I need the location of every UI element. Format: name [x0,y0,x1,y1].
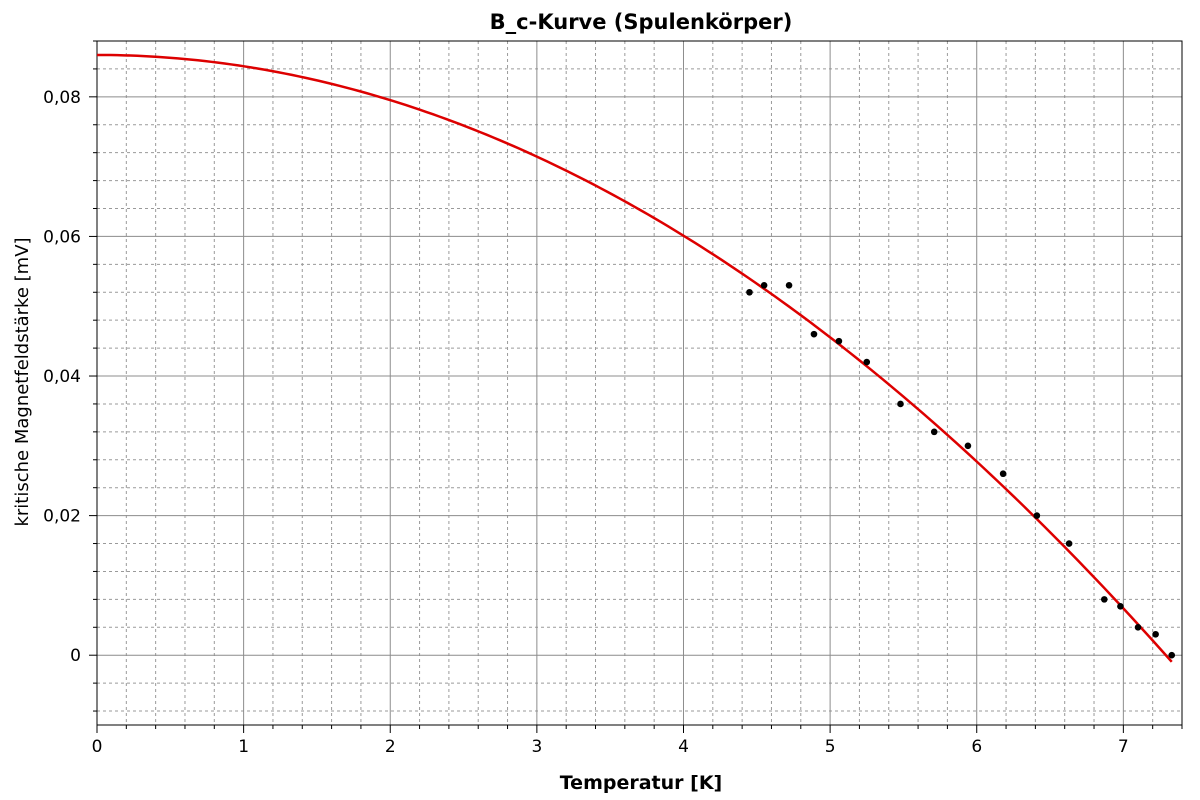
major-grid [96,41,1182,725]
data-point [1152,630,1159,638]
x-tick-label: 0 [92,737,103,757]
x-tick-label: 5 [825,737,836,757]
x-tick-label: 6 [971,737,982,757]
x-tick-label: 4 [678,737,689,757]
x-tick-label: 3 [531,737,542,757]
y-axis: 0 0,02 0,04 0,06 0,08 [43,40,97,712]
y-tick-label: 0,08 [43,88,81,108]
data-point [964,442,972,450]
minor-grid [97,40,1183,725]
data-point [863,358,871,366]
y-tick-label: 0 [70,646,81,666]
y-tick-label: 0,06 [43,227,81,247]
data-point [1100,596,1108,603]
data-point [1134,623,1142,631]
data-point [1168,651,1176,659]
x-axis-title: Temperatur [K] [560,772,722,794]
plot-frame [96,40,1183,726]
data-point [1065,540,1073,547]
data-point [930,428,938,436]
data-point [785,281,793,289]
fit-curve [96,53,1173,663]
x-tick-label: 2 [385,737,396,757]
fit-curve-layer [96,53,1173,663]
data-points-layer [746,281,1176,659]
x-tick-label: 1 [238,737,249,757]
data-point [897,400,904,408]
x-axis: 0 1 2 3 4 5 6 7 [92,725,1183,757]
data-point [835,337,843,345]
y-axis-title: kritische Magnetfeldstärke [mV] [12,237,33,526]
data-point [760,281,768,289]
data-point [1033,512,1041,519]
data-point [1117,603,1124,610]
x-tick-label: 7 [1118,737,1129,757]
data-point [999,470,1007,478]
data-point [810,330,818,338]
y-tick-label: 0,04 [43,367,81,387]
y-tick-label: 0,02 [43,507,81,527]
data-point [746,288,753,296]
chart-title: B_c-Kurve (Spulenkörper) [490,10,793,34]
